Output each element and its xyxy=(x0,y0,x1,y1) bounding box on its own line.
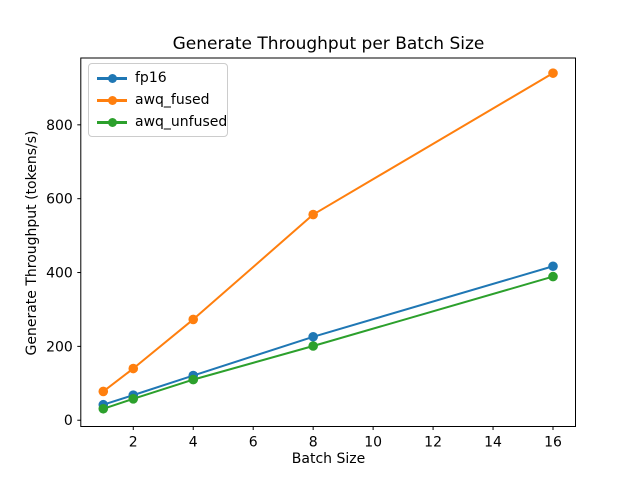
x-axis-label: Batch Size xyxy=(291,451,366,467)
legend: fp16 awq_fused awq_unfused xyxy=(88,63,228,137)
chart-title: Generate Throughput per Batch Size xyxy=(172,34,485,54)
data-point-awq_unfused-x8 xyxy=(308,341,318,351)
series-line-awq_unfused xyxy=(102,275,555,410)
data-point-awq_fused-x16 xyxy=(548,68,558,78)
legend-label-awq-unfused: awq_unfused xyxy=(135,114,228,130)
x-tick-label: 16 xyxy=(544,435,562,451)
legend-label-awq-fused: awq_fused xyxy=(135,92,210,108)
x-tick-label: 12 xyxy=(424,435,442,451)
y-tick-label: 0 xyxy=(64,413,73,429)
legend-marker-awq-fused-icon xyxy=(97,95,127,105)
y-tick-label: 400 xyxy=(46,266,73,282)
data-point-awq_unfused-x1 xyxy=(98,403,109,414)
data-point-awq_fused-x8 xyxy=(308,209,318,220)
data-point-awq_fused-x4 xyxy=(188,314,199,325)
series-line-fp16 xyxy=(102,265,555,406)
x-tick-label: 6 xyxy=(249,435,258,451)
legend-entry-awq-unfused: awq_unfused xyxy=(97,113,227,131)
legend-label-fp16: fp16 xyxy=(135,70,167,86)
y-tick-label: 800 xyxy=(46,118,73,134)
legend-marker-fp16-icon xyxy=(97,73,127,83)
x-tick-label: 10 xyxy=(364,435,382,451)
data-point-awq_unfused-x16 xyxy=(548,271,558,282)
y-tick-label: 200 xyxy=(46,339,73,355)
x-tick-label: 14 xyxy=(484,435,502,451)
x-tick-label: 4 xyxy=(189,435,198,451)
y-axis-label: Generate Throughput (tokens/s) xyxy=(24,130,40,356)
data-point-awq_unfused-x2 xyxy=(128,394,139,404)
legend-entry-fp16: fp16 xyxy=(97,69,218,87)
legend-entry-awq-fused: awq_fused xyxy=(97,91,218,109)
data-point-fp16-x8 xyxy=(308,331,318,342)
data-point-fp16-x16 xyxy=(548,261,558,272)
x-tick-label: 8 xyxy=(309,435,318,451)
data-point-awq_unfused-x4 xyxy=(188,374,199,385)
axes-spines xyxy=(80,57,577,427)
data-point-awq_fused-x2 xyxy=(128,363,139,374)
x-tick-label: 2 xyxy=(129,435,138,451)
legend-marker-awq-unfused-icon xyxy=(97,117,127,127)
data-point-awq_fused-x1 xyxy=(98,386,109,397)
y-tick-label: 600 xyxy=(46,192,73,208)
